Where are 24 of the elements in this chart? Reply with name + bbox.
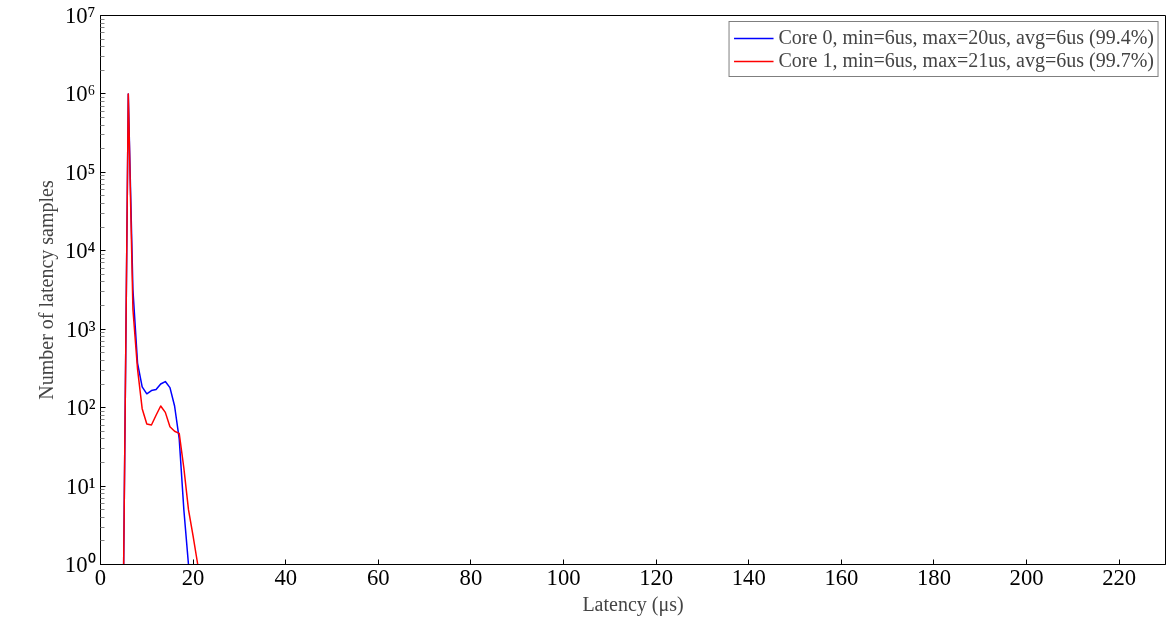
y-tick-label: 10⁷ — [64, 3, 96, 28]
y-tick-label: 10⁰ — [64, 552, 96, 577]
y-tick-label: 10⁶ — [64, 81, 96, 107]
legend-label: Core 0, min=6us, max=20us, avg=6us (99.4%) — [778, 26, 1154, 49]
y-tick-label: 10⁵ — [64, 159, 96, 185]
x-tick-label: 160 — [824, 564, 859, 590]
x-tick-label: 60 — [367, 564, 390, 590]
y-tick-label: 10³ — [66, 316, 96, 342]
x-tick-label: 140 — [731, 564, 766, 590]
x-tick-label: 20 — [181, 564, 205, 590]
x-tick-label: 180 — [916, 564, 951, 590]
x-tick-label: 40 — [274, 564, 298, 590]
x-tick-label: 200 — [1009, 564, 1044, 590]
legend-label: Core 1, min=6us, max=21us, avg=6us (99.7%) — [778, 49, 1154, 72]
x-axis-title: Latency (μs) — [582, 592, 684, 616]
y-tick-label: 10⁴ — [64, 238, 96, 264]
x-tick-label: 220 — [1102, 564, 1137, 590]
y-axis-title: Number of latency samples — [34, 180, 58, 400]
x-tick-label: 120 — [639, 564, 674, 590]
y-tick-label: 10² — [66, 395, 96, 421]
x-tick-label: 100 — [546, 564, 581, 590]
x-tick-label: 80 — [459, 564, 483, 590]
x-tick-label: 0 — [94, 564, 107, 590]
y-tick-label: 10¹ — [66, 473, 96, 499]
